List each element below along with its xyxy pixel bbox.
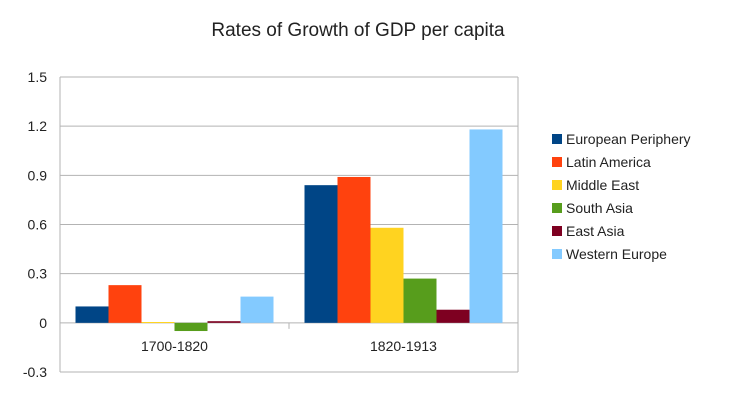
legend-label: Middle East (566, 177, 639, 193)
bar-latin-america (337, 176, 371, 323)
legend-label: Western Europe (566, 246, 667, 262)
bar-east-asia (207, 321, 241, 323)
y-tick-label: 0.6 (28, 217, 48, 233)
x-tick-label: 1700-1820 (141, 338, 208, 354)
bar-latin-america (108, 285, 142, 323)
bar-western-europe (240, 296, 274, 323)
legend-swatch (552, 226, 562, 236)
legend-swatch (552, 203, 562, 213)
y-tick-label: 0 (39, 315, 47, 331)
bar-middle-east (141, 322, 175, 324)
legend-label: East Asia (566, 223, 625, 239)
y-tick-label: -0.3 (23, 364, 47, 380)
legend-label: South Asia (566, 200, 633, 216)
bar-european-periphery (304, 185, 338, 323)
bar-east-asia (436, 309, 470, 323)
bar-south-asia (174, 322, 208, 332)
chart-title: Rates of Growth of GDP per capita (211, 20, 505, 41)
bar-european-periphery (75, 306, 109, 323)
y-tick-label: 1.5 (28, 69, 48, 85)
y-tick-label: 1.2 (28, 118, 48, 134)
legend-label: Latin America (566, 154, 651, 170)
bar-western-europe (469, 129, 503, 323)
legend-swatch (552, 134, 562, 144)
y-tick-label: 0.9 (28, 167, 48, 183)
bar-south-asia (403, 278, 437, 323)
legend-swatch (552, 249, 562, 259)
y-tick-label: 0.3 (28, 266, 48, 282)
legend-swatch (552, 157, 562, 167)
legend-label: European Periphery (566, 131, 691, 147)
bar-middle-east (370, 227, 404, 323)
x-tick-label: 1820-1913 (370, 338, 437, 354)
legend-swatch (552, 180, 562, 190)
